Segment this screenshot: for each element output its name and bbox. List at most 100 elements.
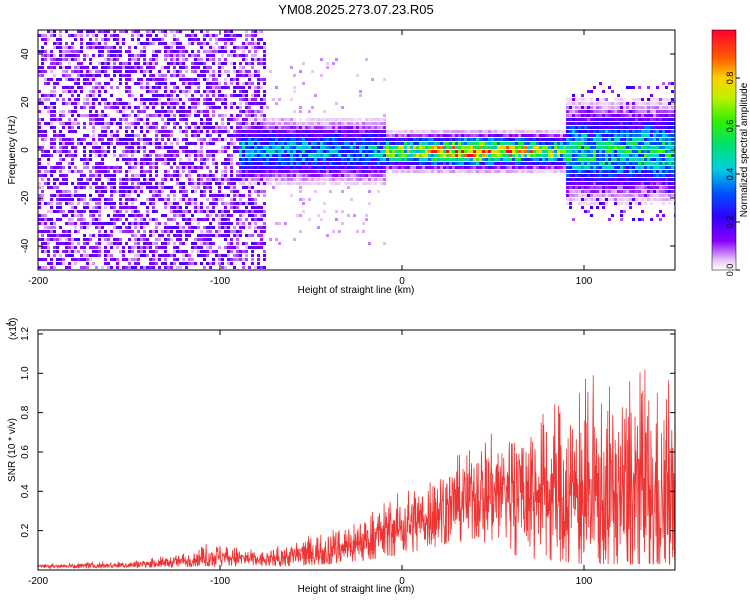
- spectrogram-cell: [200, 154, 203, 157]
- spectrogram-cell: [512, 142, 515, 145]
- spectrogram-cell: [260, 102, 263, 105]
- spectrogram-cell: [140, 94, 143, 97]
- spectrogram-cell: [107, 62, 110, 65]
- spectrogram-cell: [86, 242, 89, 245]
- spectrogram-cell: [239, 130, 242, 133]
- spectrogram-cell: [98, 30, 101, 33]
- spectrogram-cell: [542, 142, 545, 145]
- spectrogram-cell: [113, 166, 116, 169]
- spectrogram-cell: [83, 98, 86, 101]
- spectrogram-cell: [83, 78, 86, 81]
- spectrogram-cell: [170, 218, 173, 221]
- spectrogram-cell: [77, 70, 80, 73]
- spectrogram-cell: [89, 142, 92, 145]
- spectrogram-cell: [554, 166, 557, 169]
- spectrogram-cell: [497, 150, 500, 153]
- spectrogram-cell: [299, 106, 302, 109]
- spectrogram-cell: [251, 206, 254, 209]
- spectrogram-cell: [311, 174, 314, 177]
- spectrogram-cell: [41, 102, 44, 105]
- spectrogram-cell: [128, 106, 131, 109]
- spectrogram-cell: [260, 190, 263, 193]
- spectrogram-cell: [227, 54, 230, 57]
- spectrogram-cell: [626, 202, 629, 205]
- spectrogram-cell: [230, 214, 233, 217]
- spectrogram-cell: [122, 30, 125, 33]
- spectrogram-cell: [146, 98, 149, 101]
- spectrogram-cell: [485, 150, 488, 153]
- spectrogram-cell: [461, 150, 464, 153]
- spectrogram-cell: [629, 174, 632, 177]
- spectrogram-cell: [581, 142, 584, 145]
- spectrogram-cell: [239, 126, 242, 129]
- spectrogram-cell: [206, 82, 209, 85]
- spectrogram-cell: [341, 130, 344, 133]
- spectrogram-cell: [512, 166, 515, 169]
- spectrogram-cell: [185, 210, 188, 213]
- spectrogram-cell: [626, 150, 629, 153]
- spectrogram-cell: [356, 138, 359, 141]
- spectrogram-cell: [488, 134, 491, 137]
- spectrogram-cell: [191, 122, 194, 125]
- spectrogram-cell: [590, 130, 593, 133]
- spectrogram-cell: [386, 130, 389, 133]
- spectrogram-cell: [179, 226, 182, 229]
- spectrogram-cell: [215, 162, 218, 165]
- spectrogram-cell: [242, 266, 245, 269]
- spectrogram-cell: [59, 158, 62, 161]
- spectrogram-cell: [155, 154, 158, 157]
- spectrogram-cell: [566, 194, 569, 197]
- spectrogram-cell: [626, 130, 629, 133]
- spectrogram-cell: [197, 246, 200, 249]
- spectrogram-cell: [71, 206, 74, 209]
- spectrogram-cell: [602, 182, 605, 185]
- spectrogram-cell: [389, 130, 392, 133]
- spectrogram-cell: [239, 254, 242, 257]
- spectrogram-cell: [593, 134, 596, 137]
- spectrogram-cell: [71, 110, 74, 113]
- spectrogram-cell: [491, 130, 494, 133]
- spectrogram-cell: [206, 42, 209, 45]
- spectrogram-cell: [131, 178, 134, 181]
- spectrogram-cell: [137, 106, 140, 109]
- spectrogram-cell: [257, 258, 260, 261]
- spectrogram-cell: [332, 178, 335, 181]
- spectrogram-cell: [104, 250, 107, 253]
- spectrogram-cell: [236, 138, 239, 141]
- spectrogram-cell: [134, 234, 137, 237]
- spectrogram-cell: [326, 122, 329, 125]
- spectrogram-cell: [287, 182, 290, 185]
- spectrogram-cell: [374, 138, 377, 141]
- spectrogram-cell: [188, 230, 191, 233]
- spectrogram-cell: [365, 134, 368, 137]
- spectrogram-cell: [89, 38, 92, 41]
- spectrogram-cell: [158, 222, 161, 225]
- spectrogram-cell: [494, 150, 497, 153]
- spectrogram-cell: [125, 106, 128, 109]
- spectrogram-cell: [224, 266, 227, 269]
- spectrogram-cell: [164, 90, 167, 93]
- spectrogram-cell: [68, 54, 71, 57]
- spectrogram-cell: [233, 206, 236, 209]
- spectrogram-cell: [116, 98, 119, 101]
- spectrogram-cell: [200, 30, 203, 33]
- spectrogram-cell: [131, 78, 134, 81]
- spectrogram-cell: [617, 186, 620, 189]
- spectrogram-cell: [287, 122, 290, 125]
- spectrogram-cell: [566, 178, 569, 181]
- spectrogram-cell: [62, 86, 65, 89]
- spectrogram-cell: [98, 74, 101, 77]
- spectrogram-cell: [119, 210, 122, 213]
- spectrogram-cell: [617, 138, 620, 141]
- spectrogram-cell: [512, 154, 515, 157]
- spectrogram-cell: [179, 230, 182, 233]
- spectrogram-cell: [200, 42, 203, 45]
- spectrogram-cell: [404, 130, 407, 133]
- spectrogram-cell: [428, 138, 431, 141]
- spectrogram-cell: [182, 226, 185, 229]
- spectrogram-cell: [290, 142, 293, 145]
- spectrogram-cell: [593, 150, 596, 153]
- spectrogram-cell: [392, 138, 395, 141]
- spectrogram-cell: [629, 142, 632, 145]
- spectrogram-cell: [458, 162, 461, 165]
